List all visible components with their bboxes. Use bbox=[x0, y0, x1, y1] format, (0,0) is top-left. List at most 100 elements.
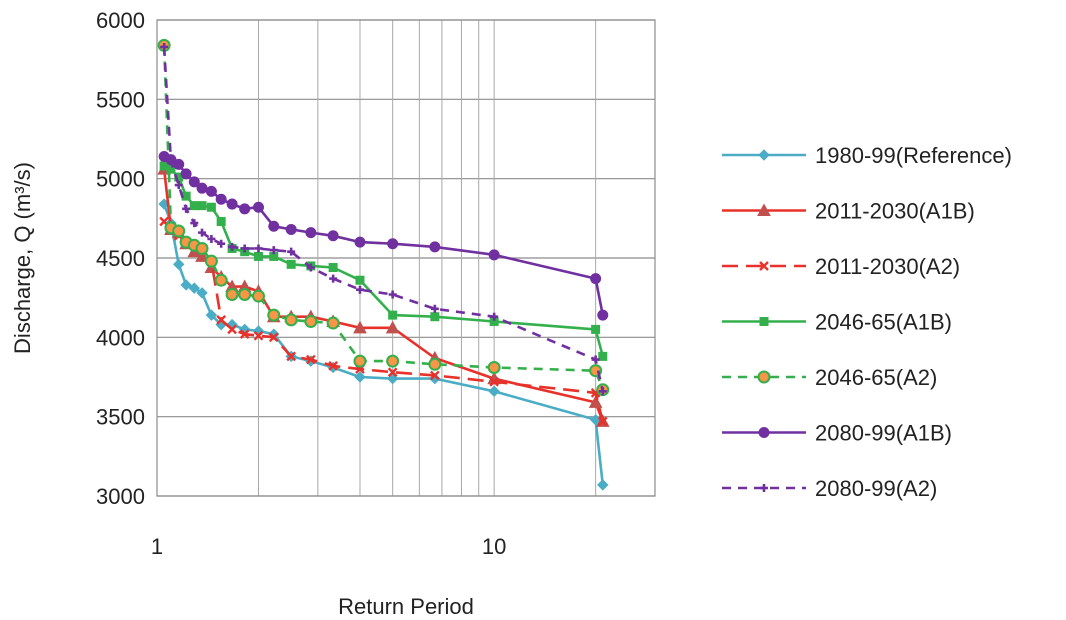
data-point bbox=[490, 312, 499, 321]
y-tick-label: 4500 bbox=[96, 246, 145, 271]
grid bbox=[156, 19, 656, 497]
data-point bbox=[173, 258, 185, 271]
data-point bbox=[328, 263, 338, 273]
data-point bbox=[355, 285, 364, 294]
data-point bbox=[207, 234, 216, 243]
series-6 bbox=[160, 42, 607, 396]
y-tick-label: 5500 bbox=[96, 87, 145, 112]
data-point bbox=[267, 308, 281, 322]
data-point bbox=[225, 287, 239, 301]
data-point bbox=[180, 279, 192, 291]
data-point bbox=[388, 310, 398, 320]
data-point bbox=[188, 282, 200, 294]
data-point bbox=[588, 395, 603, 408]
data-point bbox=[195, 241, 209, 255]
data-point bbox=[226, 198, 238, 210]
data-point bbox=[355, 275, 365, 285]
legend-swatch-marker bbox=[760, 484, 768, 492]
data-point bbox=[204, 254, 218, 268]
data-point bbox=[160, 42, 169, 51]
data-point bbox=[304, 314, 318, 328]
data-point bbox=[597, 309, 609, 321]
data-point bbox=[284, 313, 298, 327]
y-axis-title: Discharge, Q (m³/s) bbox=[10, 162, 35, 354]
x-tick-label: 1 bbox=[151, 534, 163, 559]
data-point bbox=[326, 316, 340, 330]
data-point bbox=[240, 244, 249, 253]
data-point bbox=[254, 244, 263, 253]
data-point bbox=[386, 354, 400, 368]
data-point bbox=[598, 387, 607, 396]
axes: 3000 3500 4000 4500 5000 5500 6000 1 10 bbox=[96, 8, 506, 559]
legend: 1980-99(Reference) 2011-2030(A1B) 2011-203… bbox=[722, 143, 1012, 501]
legend-label: 2011-2030(A2) bbox=[815, 254, 960, 279]
data-point bbox=[306, 263, 315, 272]
data-point bbox=[198, 228, 207, 237]
data-point bbox=[286, 259, 296, 269]
data-point bbox=[173, 158, 185, 170]
data-point bbox=[190, 219, 199, 228]
data-point bbox=[488, 385, 500, 397]
data-point bbox=[189, 201, 199, 211]
legend-item: 2011-2030(A2) bbox=[722, 254, 960, 279]
data-point bbox=[196, 182, 208, 194]
data-point bbox=[268, 332, 279, 343]
data-point bbox=[239, 203, 251, 215]
legend-item: 1980-99(Reference) bbox=[722, 143, 1012, 168]
data-point bbox=[385, 320, 400, 334]
data-point bbox=[488, 249, 500, 261]
data-point bbox=[216, 217, 226, 227]
data-point bbox=[205, 309, 218, 321]
series-4 bbox=[157, 38, 610, 397]
data-point bbox=[206, 202, 216, 212]
data-point bbox=[591, 324, 601, 334]
series-3 bbox=[159, 161, 608, 361]
data-point bbox=[327, 230, 339, 242]
data-point bbox=[196, 287, 208, 299]
legend-label: 2046-65(A1B) bbox=[815, 310, 952, 335]
data-point bbox=[353, 354, 367, 368]
data-point bbox=[227, 324, 237, 335]
data-point bbox=[188, 176, 200, 188]
data-point bbox=[285, 223, 297, 235]
data-point bbox=[214, 273, 228, 287]
data-point bbox=[590, 273, 602, 285]
legend-label: 2080-99(A2) bbox=[815, 476, 937, 501]
data-point bbox=[354, 236, 366, 248]
data-point bbox=[430, 312, 440, 322]
legend-item: 2046-65(A1B) bbox=[722, 310, 952, 335]
data-point bbox=[252, 201, 264, 213]
data-point bbox=[305, 227, 317, 239]
data-point bbox=[428, 357, 442, 371]
legend-swatch-marker bbox=[758, 149, 770, 161]
data-point bbox=[286, 351, 297, 362]
data-point bbox=[268, 220, 280, 232]
legend-item: 2011-2030(A1B) bbox=[722, 199, 975, 224]
legend-item: 2080-99(A1B) bbox=[722, 421, 952, 446]
data-point bbox=[253, 251, 263, 261]
y-tick-label: 4000 bbox=[96, 325, 145, 350]
data-point bbox=[228, 242, 237, 251]
data-point bbox=[180, 168, 192, 180]
data-point bbox=[215, 193, 227, 205]
data-point bbox=[598, 351, 608, 361]
data-point bbox=[597, 416, 608, 427]
y-tick-label: 5000 bbox=[96, 167, 145, 192]
data-point bbox=[591, 355, 600, 364]
data-point bbox=[354, 371, 366, 383]
data-point bbox=[239, 329, 250, 340]
data-point bbox=[172, 224, 186, 238]
data-point bbox=[306, 354, 316, 365]
y-tick-label: 6000 bbox=[96, 8, 145, 33]
series-line bbox=[162, 45, 605, 391]
x-axis-title: Return Period bbox=[338, 594, 474, 619]
data-point bbox=[429, 241, 441, 253]
data-point bbox=[182, 204, 191, 213]
data-point bbox=[174, 181, 183, 190]
series-line bbox=[162, 46, 605, 392]
data-point bbox=[238, 287, 252, 301]
data-point bbox=[387, 367, 398, 378]
data-point bbox=[269, 246, 278, 255]
data-point bbox=[429, 370, 440, 381]
